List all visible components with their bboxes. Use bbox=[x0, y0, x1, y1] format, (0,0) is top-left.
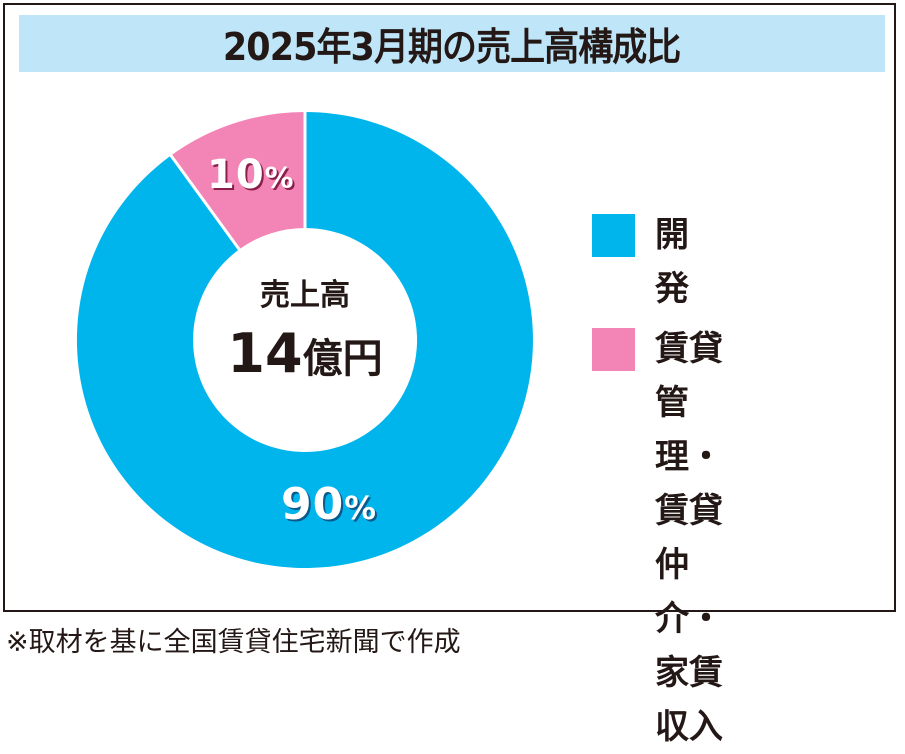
donut-slice-rental bbox=[171, 111, 305, 250]
percent-value: 10 bbox=[207, 152, 265, 198]
legend-label: 開発 bbox=[655, 215, 689, 309]
slice-separator bbox=[168, 153, 242, 252]
donut-slice-development bbox=[76, 112, 533, 568]
percent-value: 90 bbox=[281, 479, 345, 530]
center-title: 売上高 bbox=[260, 278, 350, 313]
center-value-unit: 億円 bbox=[302, 336, 383, 382]
donut-chart bbox=[76, 110, 533, 568]
source-footnote: ※取材を基に全国賃貸住宅新聞で作成 bbox=[6, 627, 461, 658]
percent-sign: % bbox=[264, 161, 295, 195]
donut-center-label: 売上高 14億円 bbox=[193, 276, 417, 391]
title-bar: 2025年3月期の売上高構成比 bbox=[19, 15, 885, 72]
legend-swatch-pink bbox=[592, 328, 635, 371]
center-value-number: 14 bbox=[227, 322, 303, 385]
center-value: 14億円 bbox=[193, 322, 417, 391]
percent-sign: % bbox=[344, 491, 377, 527]
percent-label-rental: 10% bbox=[207, 152, 295, 198]
percent-label-development: 90% bbox=[281, 479, 377, 530]
legend-item-development: 開発 bbox=[592, 214, 689, 316]
legend-swatch-blue bbox=[592, 214, 635, 257]
legend-label: 賃貸管理・ 賃貸仲介・ 家賃収入 bbox=[655, 329, 723, 747]
legend-item-rental: 賃貸管理・ 賃貸仲介・ 家賃収入 bbox=[592, 328, 723, 754]
chart-title: 2025年3月期の売上高構成比 bbox=[223, 25, 681, 69]
